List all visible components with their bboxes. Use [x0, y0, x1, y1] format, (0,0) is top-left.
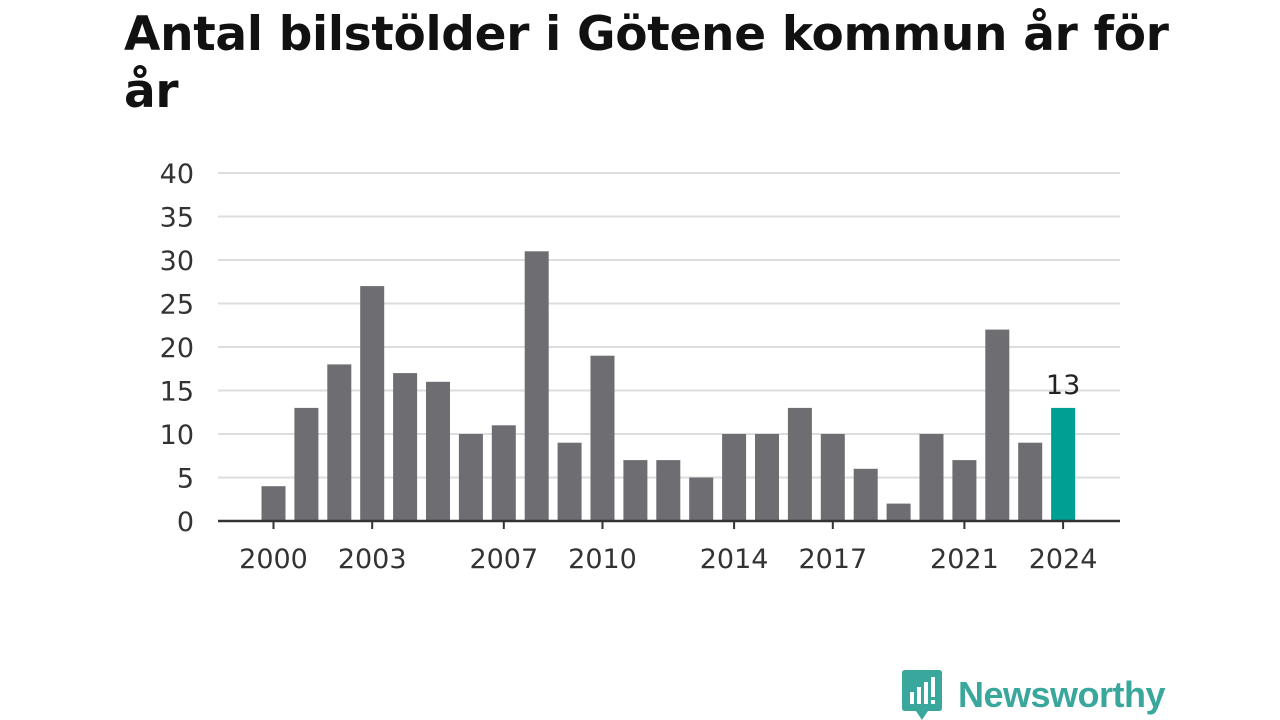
brand-name: Newsworthy: [958, 674, 1166, 715]
x-tick-label: 2007: [469, 544, 538, 575]
x-tick-label: 2014: [700, 544, 769, 575]
bar: [458, 434, 483, 521]
bars: [261, 251, 1076, 522]
x-tick-label: 2021: [930, 544, 999, 575]
x-tick-label: 2024: [1029, 544, 1098, 575]
bar: [689, 477, 714, 521]
y-tick-label: 40: [160, 159, 194, 190]
y-tick-label: 0: [177, 507, 194, 538]
axes: [218, 519, 1120, 529]
bar: [360, 286, 385, 521]
bar: [327, 364, 352, 521]
x-tick-label: 2010: [568, 544, 637, 575]
gridlines: [218, 172, 1120, 479]
bar: [557, 442, 582, 521]
bar-chart: 0 5 10 15 20 25 30 35 40 2000 2003 2007 2010 2014 2017…: [160, 159, 1120, 575]
bar: [524, 251, 549, 522]
y-tick-label: 5: [177, 464, 194, 495]
bar: [722, 434, 747, 521]
bar: [952, 460, 977, 521]
bar: [294, 407, 319, 521]
bar: [590, 355, 615, 521]
bar: [820, 434, 845, 521]
highlight-value-label: 13: [1046, 370, 1080, 401]
bar: [491, 425, 516, 521]
highlight-bar: [1051, 407, 1076, 521]
y-tick-label: 25: [160, 290, 194, 321]
bar: [886, 503, 911, 521]
y-tick-label: 35: [160, 203, 194, 234]
bar: [1018, 442, 1043, 521]
bar: [985, 329, 1010, 521]
y-tick-label: 10: [160, 420, 194, 451]
bar: [755, 434, 779, 521]
chart-title: Antal bilstölder i Götene kommun år för …: [124, 7, 1169, 119]
bar: [261, 486, 286, 521]
x-tick-label: 2003: [338, 544, 407, 575]
bar: [623, 460, 648, 521]
x-tick-label: 2000: [239, 544, 308, 575]
y-tick-label: 30: [160, 246, 194, 277]
y-tick-label: 15: [160, 377, 194, 408]
bar: [787, 407, 812, 521]
labels: 0 5 10 15 20 25 30 35 40 2000 2003 2007 2010 2014 2017…: [160, 159, 1098, 575]
bar: [919, 434, 944, 521]
bar: [393, 373, 418, 521]
bar: [656, 460, 681, 521]
y-tick-label: 20: [160, 333, 194, 364]
bar: [853, 468, 878, 521]
newsworthy-logo: Newsworthy: [902, 670, 1166, 720]
bar: [426, 381, 450, 521]
x-tick-label: 2017: [798, 544, 867, 575]
newsworthy-logo-icon: [902, 670, 942, 720]
